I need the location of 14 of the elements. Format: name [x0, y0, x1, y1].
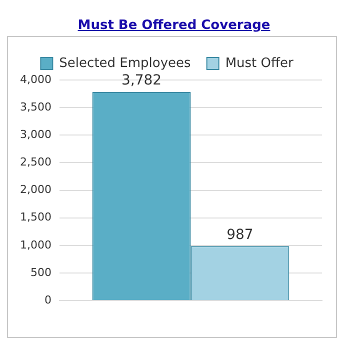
- y-tick-label: 3,500: [20, 100, 52, 114]
- chart-title: Must Be Offered Coverage: [78, 18, 270, 33]
- y-tick-label: 2,000: [20, 183, 52, 196]
- legend-label: Must Offer: [225, 56, 294, 71]
- legend-label: Selected Employees: [59, 56, 192, 71]
- y-tick-label: 4,000: [20, 72, 52, 86]
- y-tick-label: 1,500: [20, 210, 52, 224]
- data-label: 3,782: [121, 72, 162, 89]
- data-label: 987: [226, 226, 254, 243]
- y-tick-label: 0: [44, 293, 52, 306]
- y-tick-label: 3,000: [20, 128, 52, 142]
- y-tick-label: 500: [30, 266, 52, 279]
- y-tick-label: 2,500: [20, 156, 52, 169]
- y-tick-label: 1,000: [20, 238, 52, 252]
